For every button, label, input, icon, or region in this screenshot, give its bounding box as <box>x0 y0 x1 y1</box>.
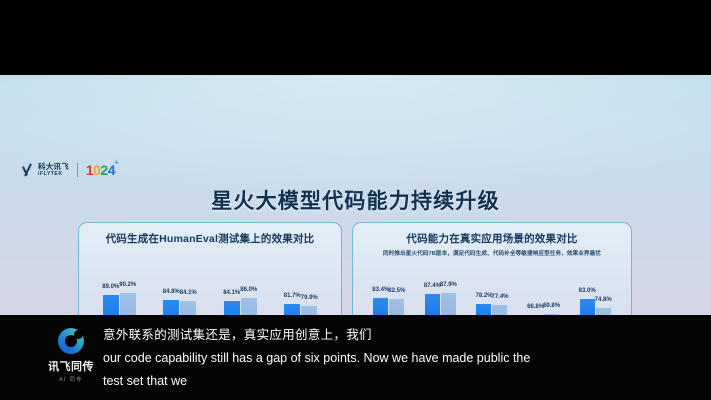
bar-group: 68.8% 69.8% <box>518 266 570 315</box>
iflytek-logo-mark: 科大讯飞 iFLYTEK <box>22 163 69 177</box>
bar-pair: 78.2% 77.4% <box>475 293 508 315</box>
chart-humaneval: 89.0% 90.2% 84.8% 84.1% 84.1% 86.0% 81.7% 79.9% <box>89 266 331 315</box>
bar-value-label: 86.0% <box>240 287 258 293</box>
bar-value-label: 84.1% <box>223 290 241 296</box>
bar-spark: 81.7% <box>284 293 301 315</box>
bar-pair: 89.0% 90.2% <box>102 282 136 315</box>
bar-spark: 78.2% <box>475 293 492 315</box>
bar-gpt: 74.8% <box>595 297 612 315</box>
bar-value-label: 81.7% <box>283 293 301 299</box>
bar-pair: 83.0% 74.8% <box>579 288 612 315</box>
event-digit-4: 4 <box>107 162 116 178</box>
chart-bar-groups: 89.0% 90.2% 84.8% 84.1% 84.1% 86.0% 81.7% 79.9% <box>89 265 331 315</box>
chart-real-scenarios: 83.4% 82.5% 87.4% 87.9% 78.2% 77.4% 68.8% 69.8%… <box>363 267 621 315</box>
bar-group: 83.0% 74.8% <box>569 266 621 315</box>
bar-group: 78.2% 77.4% <box>466 266 518 315</box>
bar-pair: 83.4% 82.5% <box>372 287 405 315</box>
bar-group: 83.4% 82.5% <box>363 266 415 315</box>
event-digit-2: 2 <box>100 162 108 178</box>
bar-pair: 84.8% 84.1% <box>163 289 197 315</box>
event-1024-logo: 1024 ✦ <box>85 160 120 178</box>
panel-right-subtitle: 同时推出星火代码7B版本，满足代码生成、代码补全等敏捷响应型任务，效果业界最优 <box>382 251 602 257</box>
panel-right-title: 代码能力在真实应用场景的效果对比 <box>406 233 578 245</box>
brand-company-cn: 科大讯飞 <box>38 162 69 172</box>
panel-left-title: 代码生成在HumanEval测试集上的效果对比 <box>105 233 315 245</box>
bar-gpt: 86.0% <box>240 287 257 315</box>
bar-spark: 83.4% <box>372 287 389 315</box>
bar-value-label: 74.8% <box>594 297 612 303</box>
bar-gpt: 90.2% <box>119 282 136 315</box>
bar-group: 89.0% 90.2% <box>89 265 150 315</box>
caption-logo-name: 讯飞同传 <box>48 361 94 373</box>
bar-gpt: 82.5% <box>388 288 405 315</box>
bar-spark: 84.8% <box>163 289 180 315</box>
caption-logo-subtitle: AI 同传 <box>59 377 83 383</box>
bar-gpt: 77.4% <box>491 294 508 315</box>
caption-line-2: our code capability still has a gap of s… <box>103 351 531 365</box>
bar-spark: 87.4% <box>424 283 441 315</box>
bar-value-label: 69.8% <box>543 303 561 309</box>
bar-value-label: 83.4% <box>372 287 390 293</box>
event-digit-1: 1 <box>85 162 94 178</box>
iflytek-brand-logo: 科大讯飞 iFLYTEK 1024 ✦ <box>22 160 120 178</box>
xunfei-tongchuan-logo: 讯飞同传 AI 同传 <box>45 328 97 383</box>
bar-value-label: 87.4% <box>423 283 441 289</box>
bar-pair: 68.8% 69.8% <box>527 303 560 315</box>
caption-line-3: test set that we <box>103 374 188 388</box>
bar-group: 87.4% 87.9% <box>415 266 467 315</box>
bar-value-label: 77.4% <box>491 294 509 300</box>
caption-bar <box>0 315 711 400</box>
bar-value-label: 83.0% <box>578 288 596 294</box>
bar-spark: 89.0% <box>102 284 119 315</box>
bar-value-label: 82.5% <box>388 288 406 294</box>
brand-divider <box>76 163 78 177</box>
bar-value-label: 84.1% <box>179 290 197 296</box>
panel-humaneval: 代码生成在HumanEval测试集上的效果对比 89.0% 90.2% 84.8% 8… <box>78 222 342 315</box>
bar-value-label: 89.0% <box>102 284 120 290</box>
bar-value-label: 84.8% <box>162 289 180 295</box>
bar-pair: 84.1% 86.0% <box>223 287 257 315</box>
panel-real-scenarios: 代码能力在真实应用场景的效果对比 同时推出星火代码7B版本，满足代码生成、代码补… <box>352 222 632 315</box>
bar-gpt: 69.8% <box>543 303 560 315</box>
letterbox-top <box>0 0 711 75</box>
bar-value-label: 90.2% <box>119 282 137 288</box>
bar-value-label: 87.9% <box>439 282 457 288</box>
sparkle-icon: ✦ <box>113 160 120 167</box>
chart-bar-groups: 83.4% 82.5% 87.4% 87.9% 78.2% 77.4% 68.8% 69.8%… <box>363 266 621 315</box>
bar-group: 81.7% 79.9% <box>271 265 332 315</box>
bar-pair: 81.7% 79.9% <box>284 293 318 315</box>
bar-value-label: 68.8% <box>527 304 545 310</box>
bar-group: 84.1% 86.0% <box>210 265 271 315</box>
bar-value-label: 78.2% <box>475 293 493 299</box>
iflytek-x-icon <box>22 164 35 177</box>
bar-pair: 87.4% 87.9% <box>424 282 457 315</box>
caption-line-1: 意外联系的测试集还是，真实应用创意上，我们 <box>103 328 372 342</box>
bar-gpt: 87.9% <box>440 282 457 315</box>
bar-spark: 83.0% <box>579 288 596 315</box>
brand-company-en: iFLYTEK <box>38 170 63 177</box>
bar-value-label: 79.9% <box>300 295 318 301</box>
ring-icon <box>58 328 84 354</box>
bar-group: 84.8% 84.1% <box>150 265 211 315</box>
bar-gpt: 84.1% <box>180 290 197 315</box>
bar-spark: 84.1% <box>223 290 240 315</box>
caption-text: 意外联系的测试集还是，真实应用创意上，我们 our code capabilit… <box>103 324 688 393</box>
slide-title: 星火大模型代码能力持续升级 <box>211 190 500 213</box>
presentation-slide: 科大讯飞 iFLYTEK 1024 ✦ 星火大模型代码能力持续升级 代码生成在H… <box>0 75 711 315</box>
event-digit-0: 0 <box>93 162 101 178</box>
bar-gpt: 79.9% <box>301 295 318 315</box>
